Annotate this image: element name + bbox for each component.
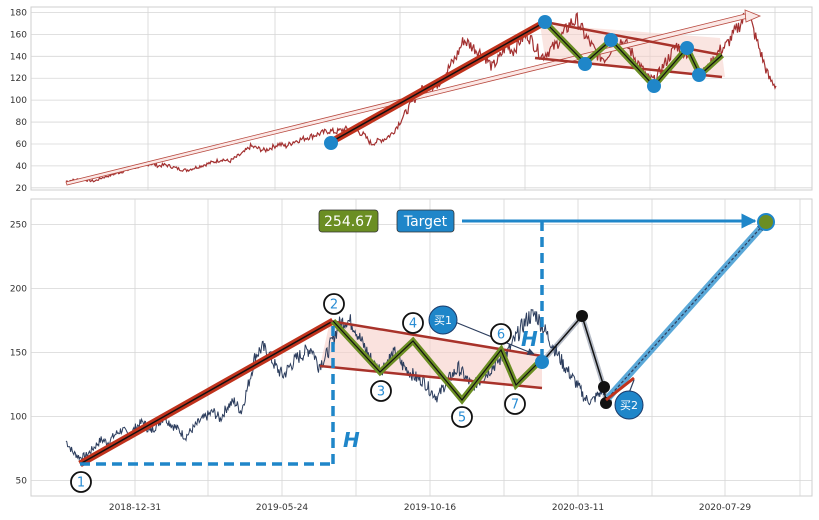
h-label-left: H [343, 428, 360, 452]
point-circle-1 [70, 471, 92, 493]
price-box [318, 209, 379, 233]
point-label-5: 5 [458, 411, 466, 426]
top-y-tick: 40 [16, 162, 28, 172]
buy2-label: 买2 [620, 399, 638, 412]
top-marker-4 [604, 33, 618, 47]
target-box [396, 209, 455, 233]
top-long-arrow-head [744, 9, 762, 23]
swing-low-dot [598, 381, 610, 393]
bottom-y-tick: 50 [16, 477, 28, 487]
point-label-4: 4 [409, 317, 417, 332]
top-marker-2 [538, 15, 552, 29]
top-marker-3 [578, 57, 592, 71]
bottom-x-ticks: 2018-12-31 2019-05-24 2019-10-16 2020-03-11… [109, 503, 752, 513]
top-y-tick: 140 [10, 52, 27, 62]
point-circle-2 [323, 293, 345, 315]
target-point [757, 213, 775, 231]
buy2-badge [614, 390, 644, 420]
buy1-badge [428, 305, 458, 335]
point-label-3: 3 [377, 385, 385, 400]
point-circle-7 [504, 393, 526, 415]
top-y-tick: 180 [10, 8, 27, 18]
buy2-entry-arrow [605, 376, 635, 402]
point-label-6: 6 [497, 328, 505, 343]
bottom-x-tick: 2019-05-24 [256, 503, 309, 513]
buy1-label: 买1 [434, 314, 452, 327]
point-circle-3 [370, 380, 392, 402]
bottom-y-tick: 100 [10, 413, 27, 423]
target-projection-core [607, 223, 765, 399]
point-circle-5 [451, 406, 473, 428]
h-label-right: H [521, 327, 538, 351]
bottom-zigzag-core [332, 320, 543, 401]
top-y-tick: 20 [16, 184, 28, 194]
swing-low2-dot [600, 397, 612, 409]
price-box-label: 254.67 [324, 214, 373, 230]
top-y-tick: 60 [16, 140, 28, 150]
bottom-panel: 50 100 150 200 250 2018-12-31 2019-05-24 2019-… [10, 198, 813, 513]
bottom-swing-line [541, 314, 607, 404]
point-label-1: 1 [77, 476, 85, 491]
top-y-tick: 100 [10, 96, 27, 106]
bottom-price-line [65, 308, 607, 462]
top-marker-5 [647, 79, 661, 93]
target-box-label: Target [403, 214, 448, 230]
bottom-x-tick: 2018-12-31 [109, 503, 161, 513]
top-channel-lower [534, 56, 723, 79]
bottom-channel-upper [329, 319, 543, 358]
top-y-tick: 80 [16, 118, 28, 128]
point-label-2: 2 [330, 298, 338, 313]
bottom-trend-core [79, 320, 334, 465]
point-circle-4 [402, 312, 424, 334]
bottom-channel-lower [319, 364, 543, 390]
point-labels: 1 2 3 4 5 6 7 [70, 293, 526, 493]
top-trend-core [330, 21, 546, 143]
bottom-x-tick: 2020-07-29 [699, 503, 752, 513]
bottom-y-tick: 200 [10, 285, 27, 295]
point-label-7: 7 [511, 398, 519, 413]
top-panel: 20 40 60 80 100 120 140 160 180 [10, 6, 813, 194]
buy1-point [535, 355, 549, 369]
top-marker-6 [680, 41, 694, 55]
bottom-x-tick: 2020-03-11 [552, 503, 604, 513]
bottom-x-tick: 2019-10-16 [404, 503, 457, 513]
top-y-ticks: 20 40 60 80 100 120 140 160 180 [10, 8, 27, 193]
bottom-y-tick: 150 [10, 349, 27, 359]
bottom-y-tick: 250 [10, 221, 27, 231]
bottom-y-ticks: 50 100 150 200 250 [10, 221, 27, 487]
top-marker-7 [692, 68, 706, 82]
top-y-tick: 120 [10, 74, 27, 84]
top-marker-1 [324, 136, 338, 150]
top-y-tick: 160 [10, 30, 27, 40]
point-circle-6 [490, 323, 512, 345]
swing-high-dot [576, 310, 588, 322]
